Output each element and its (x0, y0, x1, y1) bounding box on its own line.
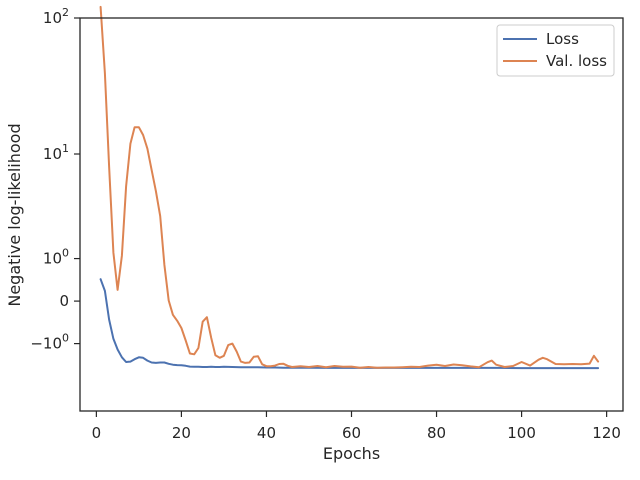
y-axis: 102 101 100 0 −100 (30, 6, 80, 353)
x-tick-label: 20 (172, 424, 191, 442)
x-axis-label: Epochs (323, 444, 380, 463)
y-tick-label: −100 (30, 332, 69, 353)
x-axis: 0 20 40 60 80 100 120 (92, 411, 621, 442)
legend: Loss Val. loss (496, 24, 615, 77)
x-tick-label: 120 (592, 424, 621, 442)
x-tick-label: 100 (507, 424, 536, 442)
series-line-loss (99, 278, 600, 370)
y-tick-label: 100 (43, 247, 69, 268)
series-layer (99, 5, 600, 370)
legend-label-loss: Loss (546, 30, 579, 48)
x-tick-label: 0 (92, 424, 102, 442)
plot-frame (79, 17, 624, 412)
legend-box (496, 24, 615, 77)
y-axis-label: Negative log-likelihood (5, 123, 24, 306)
series-line-val-loss (99, 5, 600, 369)
x-tick-label: 60 (342, 424, 361, 442)
y-tick-label: 102 (43, 6, 69, 27)
legend-label-val-loss: Val. loss (546, 52, 607, 70)
y-tick-label: 0 (59, 292, 69, 310)
y-tick-label: 101 (43, 142, 69, 163)
x-tick-label: 80 (427, 424, 446, 442)
x-tick-label: 40 (257, 424, 276, 442)
